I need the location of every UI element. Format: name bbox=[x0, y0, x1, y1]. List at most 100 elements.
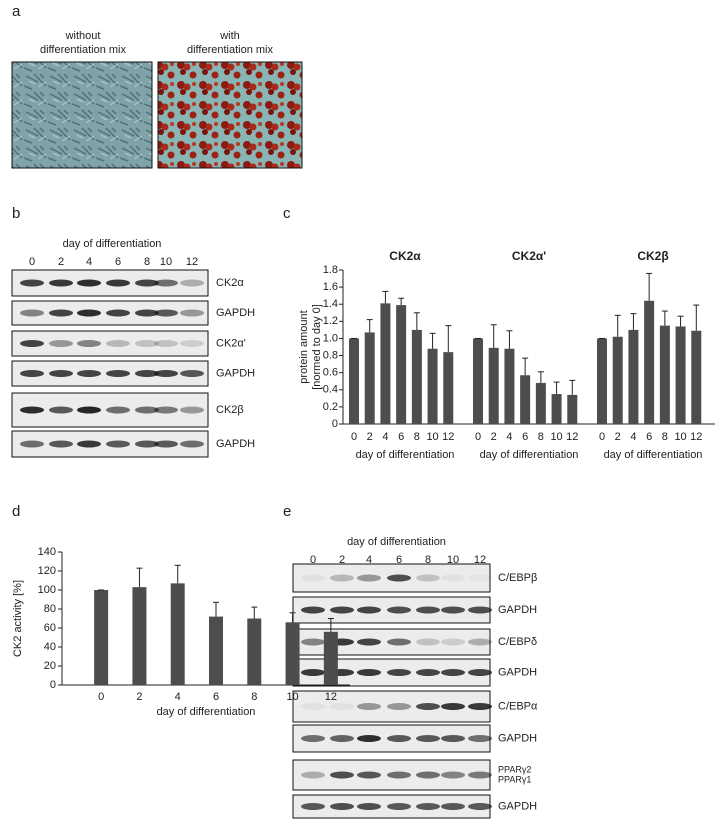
x-tick-label: 2 bbox=[491, 431, 497, 443]
bar bbox=[488, 347, 499, 424]
band bbox=[154, 440, 178, 448]
x-tick-label: 4 bbox=[382, 431, 388, 443]
band bbox=[416, 638, 440, 646]
band bbox=[357, 735, 381, 742]
y-tick-label: 100 bbox=[38, 584, 56, 596]
blot bbox=[292, 563, 491, 593]
bar bbox=[364, 332, 375, 424]
y-tick-label: 0.4 bbox=[323, 384, 338, 396]
bar bbox=[247, 618, 262, 685]
band bbox=[441, 735, 465, 742]
x-tick-label: 8 bbox=[251, 691, 257, 703]
band bbox=[135, 309, 159, 317]
y-tick-label: 1.0 bbox=[323, 332, 338, 344]
band bbox=[49, 309, 73, 317]
x-tick-label: 0 bbox=[599, 431, 605, 443]
x-tick-label: 2 bbox=[615, 431, 621, 443]
band bbox=[106, 340, 130, 347]
blot-label: C/EBPα bbox=[498, 700, 538, 712]
blot-label: C/EBPβ bbox=[498, 572, 537, 584]
image-caption: with bbox=[219, 30, 240, 42]
band bbox=[387, 638, 411, 646]
panel-label: b bbox=[12, 205, 20, 222]
x-tick-label: 8 bbox=[414, 431, 420, 443]
band bbox=[387, 574, 411, 582]
lane-label: 4 bbox=[86, 256, 92, 268]
band bbox=[135, 406, 159, 414]
bar bbox=[535, 382, 546, 424]
band bbox=[468, 575, 492, 582]
lane-label: 6 bbox=[396, 554, 402, 566]
bar bbox=[285, 622, 300, 685]
band bbox=[441, 703, 465, 710]
x-tick-label: 10 bbox=[286, 691, 298, 703]
band bbox=[135, 279, 159, 287]
lane-label: 6 bbox=[115, 256, 121, 268]
y-tick-label: 0.2 bbox=[323, 401, 338, 413]
lane-label: 12 bbox=[474, 554, 486, 566]
band bbox=[49, 340, 73, 347]
y-tick-label: 0 bbox=[332, 418, 338, 430]
lane-label: 0 bbox=[29, 256, 35, 268]
band bbox=[20, 340, 44, 347]
lane-label: 8 bbox=[425, 554, 431, 566]
axis-title: day of differentiation bbox=[63, 238, 162, 250]
band bbox=[106, 279, 130, 287]
y-axis-title: [normed to day 0] bbox=[311, 304, 323, 390]
band bbox=[387, 735, 411, 742]
bar bbox=[443, 352, 454, 424]
lane-label: 4 bbox=[366, 554, 372, 566]
band bbox=[180, 309, 204, 317]
image-caption: without bbox=[65, 30, 101, 42]
band bbox=[301, 606, 325, 614]
bar bbox=[411, 329, 422, 424]
image-caption: differentiation mix bbox=[40, 44, 127, 56]
panel-label: c bbox=[283, 205, 291, 222]
band bbox=[77, 370, 101, 377]
band bbox=[387, 606, 411, 614]
band bbox=[154, 370, 178, 377]
band bbox=[154, 309, 178, 317]
x-axis-title: day of differentiation bbox=[604, 449, 703, 461]
band bbox=[180, 279, 204, 287]
band bbox=[20, 406, 44, 414]
lane-label: 12 bbox=[186, 256, 198, 268]
band bbox=[20, 309, 44, 317]
band bbox=[330, 703, 354, 710]
bar bbox=[380, 303, 391, 424]
blot-label: CK2α' bbox=[216, 337, 246, 349]
bar bbox=[170, 583, 185, 685]
x-tick-label: 10 bbox=[674, 431, 686, 443]
band bbox=[416, 735, 440, 742]
band bbox=[416, 803, 440, 810]
x-tick-label: 6 bbox=[398, 431, 404, 443]
blot-label: CK2β bbox=[216, 404, 244, 416]
band bbox=[441, 606, 465, 614]
group-title: CK2β bbox=[637, 249, 668, 263]
y-tick-label: 20 bbox=[44, 660, 56, 672]
band bbox=[77, 406, 101, 414]
band bbox=[106, 406, 130, 414]
blot-label: GAPDH bbox=[216, 307, 255, 319]
band bbox=[330, 735, 354, 742]
y-tick-label: 40 bbox=[44, 641, 56, 653]
x-tick-label: 10 bbox=[550, 431, 562, 443]
band bbox=[106, 309, 130, 317]
band bbox=[441, 803, 465, 810]
y-tick-label: 60 bbox=[44, 622, 56, 634]
blot bbox=[11, 330, 209, 357]
y-tick-label: 80 bbox=[44, 603, 56, 615]
y-tick-label: 120 bbox=[38, 565, 56, 577]
y-tick-label: 1.6 bbox=[323, 281, 338, 293]
band bbox=[301, 703, 325, 710]
x-axis-title: day of differentiation bbox=[356, 449, 455, 461]
band bbox=[154, 279, 178, 287]
y-axis-title: protein amount bbox=[298, 310, 310, 383]
lane-label: 2 bbox=[58, 256, 64, 268]
band bbox=[441, 669, 465, 676]
band bbox=[357, 803, 381, 810]
band bbox=[387, 803, 411, 810]
blot-label: CK2α bbox=[216, 277, 244, 289]
group-title: CK2α' bbox=[512, 249, 546, 263]
